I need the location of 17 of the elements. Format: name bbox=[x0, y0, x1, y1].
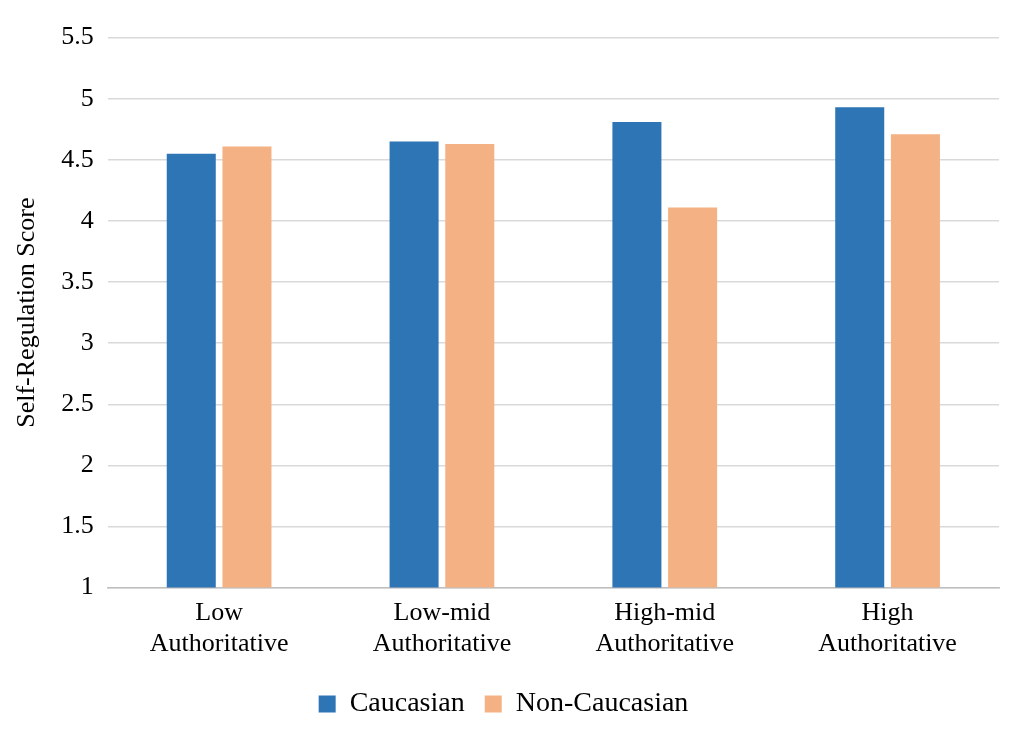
x-tick-label: Low-mid Authoritative bbox=[372, 597, 512, 658]
y-tick-label: 2 bbox=[80, 449, 94, 479]
legend-label: Caucasian bbox=[349, 686, 465, 718]
y-tick-label: 1 bbox=[80, 571, 94, 601]
y-tick-label: 3 bbox=[80, 326, 94, 356]
y-tick-label: 1.5 bbox=[61, 510, 94, 540]
y-tick-label: 2.5 bbox=[61, 388, 94, 418]
x-tick-label: High-mid Authoritative bbox=[595, 597, 735, 658]
y-axis-title: Self-Regulation Score bbox=[11, 197, 41, 428]
y-tick-label: 5.5 bbox=[61, 21, 94, 51]
y-tick-label: 5 bbox=[80, 82, 94, 112]
legend-label: Non-Caucasian bbox=[515, 686, 689, 718]
x-tick-label: High Authoritative bbox=[818, 597, 957, 658]
y-tick-label: 3.5 bbox=[61, 265, 94, 295]
x-tick-label: Low Authoritative bbox=[149, 597, 289, 658]
y-tick-label: 4.5 bbox=[61, 143, 94, 173]
y-tick-label: 4 bbox=[80, 204, 94, 234]
